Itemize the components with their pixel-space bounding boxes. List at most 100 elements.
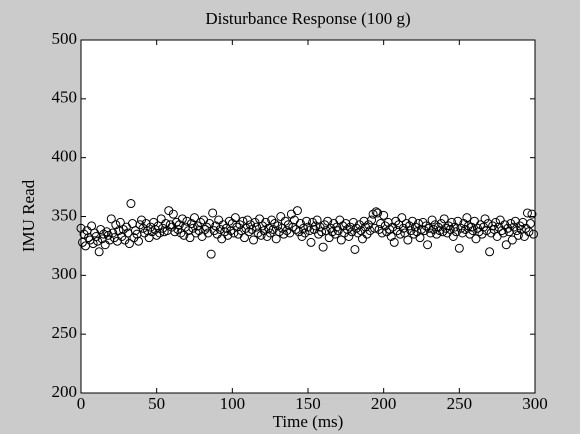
point bbox=[223, 230, 233, 240]
point bbox=[528, 229, 538, 239]
point bbox=[301, 216, 311, 226]
point bbox=[420, 226, 430, 236]
y-tick-label: 250 bbox=[52, 323, 78, 342]
point bbox=[348, 217, 358, 227]
point bbox=[423, 240, 433, 250]
point bbox=[103, 230, 113, 240]
y-tick-label: 300 bbox=[52, 264, 78, 283]
point bbox=[134, 236, 144, 246]
point bbox=[156, 214, 166, 224]
point bbox=[468, 226, 478, 236]
point bbox=[215, 224, 225, 234]
point bbox=[99, 229, 109, 239]
point bbox=[270, 219, 280, 229]
point bbox=[407, 216, 417, 226]
point bbox=[404, 221, 414, 231]
y-tick-label: 350 bbox=[52, 205, 78, 224]
x-tick-label: 0 bbox=[77, 394, 86, 413]
point bbox=[379, 210, 389, 220]
point bbox=[214, 215, 224, 225]
x-tick-label: 150 bbox=[295, 394, 321, 413]
point bbox=[276, 212, 286, 221]
point bbox=[439, 214, 449, 224]
point bbox=[350, 244, 360, 254]
point bbox=[94, 247, 104, 257]
point bbox=[395, 229, 405, 239]
point bbox=[306, 237, 316, 247]
point bbox=[342, 224, 352, 234]
point bbox=[206, 249, 216, 259]
x-tick-label: 100 bbox=[220, 394, 246, 413]
chart-title: Disturbance Response (100 g) bbox=[205, 9, 410, 28]
point bbox=[450, 222, 460, 232]
point bbox=[522, 208, 532, 218]
x-axis-label: Time (ms) bbox=[273, 412, 344, 431]
point bbox=[196, 217, 206, 227]
point bbox=[168, 209, 178, 219]
point bbox=[249, 235, 259, 245]
point bbox=[430, 220, 440, 230]
point bbox=[300, 228, 310, 238]
point bbox=[365, 226, 375, 236]
y-axis-label: IMU Read bbox=[19, 179, 38, 252]
point bbox=[205, 219, 215, 229]
point bbox=[421, 221, 431, 231]
point bbox=[507, 235, 517, 245]
point bbox=[190, 213, 199, 223]
point bbox=[230, 213, 240, 223]
point bbox=[93, 236, 103, 246]
point bbox=[182, 216, 192, 226]
point bbox=[367, 215, 377, 225]
point bbox=[253, 228, 263, 238]
point bbox=[261, 217, 271, 227]
y-tick-label: 450 bbox=[52, 88, 78, 107]
point bbox=[382, 227, 392, 237]
point bbox=[389, 237, 399, 247]
point bbox=[76, 223, 86, 233]
point bbox=[495, 215, 505, 225]
point bbox=[368, 209, 378, 219]
point bbox=[318, 242, 328, 252]
point bbox=[447, 217, 457, 227]
x-tick-label: 300 bbox=[522, 394, 548, 413]
point bbox=[100, 240, 110, 250]
point bbox=[513, 230, 523, 240]
point bbox=[108, 228, 118, 238]
point bbox=[370, 223, 380, 233]
point bbox=[371, 207, 381, 217]
point bbox=[357, 234, 367, 244]
point bbox=[165, 220, 175, 230]
point bbox=[106, 214, 116, 224]
y-tick-label: 400 bbox=[52, 147, 78, 166]
point bbox=[314, 229, 324, 239]
point bbox=[239, 233, 249, 243]
point bbox=[512, 226, 522, 236]
plot-area bbox=[81, 40, 535, 393]
point bbox=[126, 199, 136, 209]
point bbox=[292, 206, 302, 216]
point bbox=[124, 239, 134, 249]
point bbox=[256, 230, 266, 240]
point bbox=[401, 219, 411, 229]
point bbox=[480, 214, 490, 224]
point bbox=[188, 223, 198, 233]
point bbox=[186, 219, 196, 229]
point bbox=[208, 208, 218, 218]
point bbox=[295, 219, 305, 229]
point bbox=[427, 215, 437, 225]
x-tick-label: 200 bbox=[371, 394, 397, 413]
point bbox=[185, 233, 195, 243]
point bbox=[288, 222, 298, 232]
point bbox=[111, 220, 121, 230]
point bbox=[273, 221, 283, 231]
point bbox=[333, 226, 343, 236]
point bbox=[244, 227, 254, 237]
point bbox=[501, 240, 511, 250]
x-tick-label: 250 bbox=[447, 394, 473, 413]
point bbox=[441, 223, 451, 233]
point bbox=[386, 232, 396, 242]
y-tick-label: 200 bbox=[52, 382, 78, 401]
point bbox=[203, 228, 213, 238]
